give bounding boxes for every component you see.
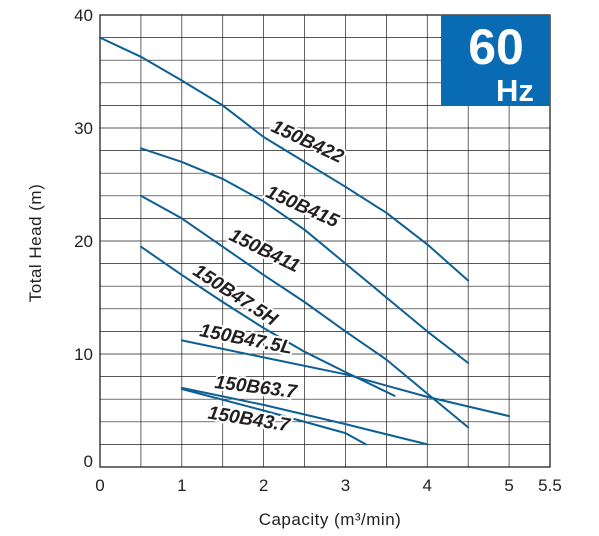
curve-150B47.5H xyxy=(139,245,396,397)
x-axis-title: Capacity (m³/min) xyxy=(259,510,402,529)
curve-label-150B415: 150B415 xyxy=(263,182,342,233)
curve-label-150B411: 150B411 xyxy=(226,225,303,277)
curve-label-150B422: 150B422 xyxy=(268,116,347,168)
frequency-unit: Hz xyxy=(496,73,534,108)
x-tick-label: 1 xyxy=(177,476,186,495)
plot-border xyxy=(99,14,551,468)
curve-150B43.7 xyxy=(180,388,367,446)
y-tick-label: 10 xyxy=(74,345,93,364)
curve-150B411 xyxy=(139,194,470,429)
curve-labels: 150B422150B415150B411150B47.5H150B47.5L1… xyxy=(187,114,349,438)
y-tick-label: 0 xyxy=(84,452,93,471)
curve-150B422 xyxy=(99,36,470,282)
curve-150B415 xyxy=(139,147,470,364)
frequency-badge-background xyxy=(441,15,550,106)
frequency-badge: 60 Hz xyxy=(441,15,550,108)
frequency-value: 60 xyxy=(468,19,524,75)
y-tick-label: 30 xyxy=(74,119,93,138)
x-tick-label: 5 xyxy=(504,476,513,495)
y-tick-label: 40 xyxy=(74,6,93,25)
x-tick-label: 4 xyxy=(423,476,432,495)
x-tick-label: 0 xyxy=(95,476,104,495)
performance-curves xyxy=(99,36,511,446)
plot-frame xyxy=(99,14,551,468)
y-axis-ticks: 0 10 20 30 40 xyxy=(74,6,93,471)
curve-150B47.5L xyxy=(180,339,511,418)
x-tick-label: 3 xyxy=(341,476,350,495)
x-tick-label: 5.5 xyxy=(538,476,562,495)
curve-150B63.7 xyxy=(180,386,429,446)
x-tick-label: 2 xyxy=(259,476,268,495)
y-axis-title: Total Head (m) xyxy=(26,184,45,302)
y-tick-label: 20 xyxy=(74,232,93,251)
x-axis-ticks: 0 1 2 3 4 5 5.5 xyxy=(95,476,562,495)
